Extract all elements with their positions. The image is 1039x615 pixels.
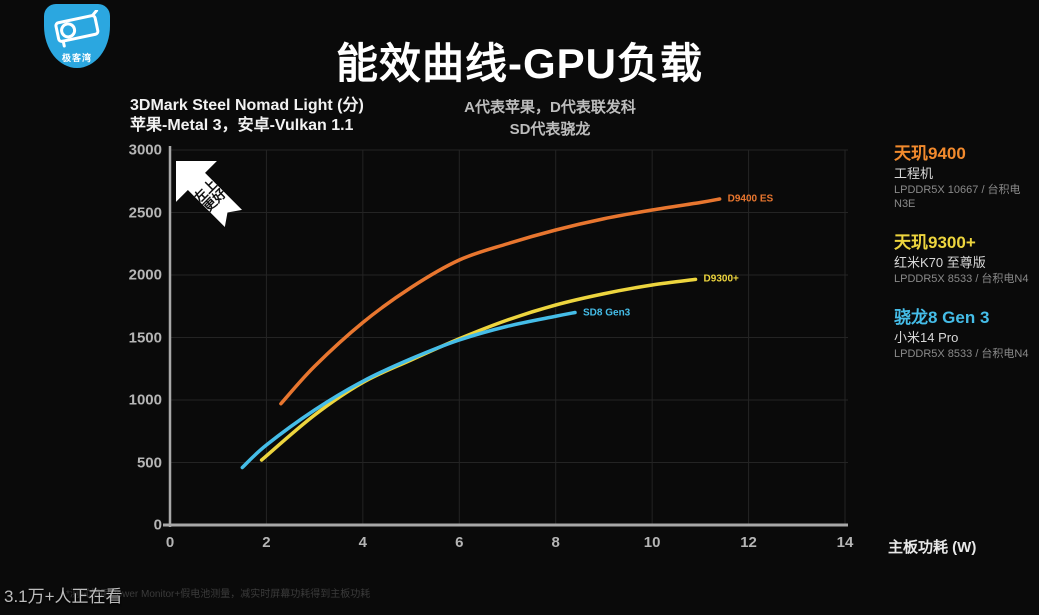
x-tick-label: 4 <box>358 534 368 551</box>
page-title: 能效曲线-GPU负载 <box>335 40 703 87</box>
abbreviation-note: A代表苹果，D代表联发科 SD代表骁龙 <box>340 97 760 141</box>
x-tick-label: 14 <box>836 534 854 551</box>
legend-spec: LPDDR5X 8533 / 台积电N4 <box>894 348 1029 360</box>
x-tick-label: 2 <box>262 534 271 551</box>
note-line2: SD代表骁龙 <box>509 121 591 138</box>
chip-legend: 天玑9400 工程机 LPDDR5X 10667 / 台积电N3E 天玑9300… <box>894 144 1034 383</box>
x-tick-label: 0 <box>165 534 175 551</box>
legend-spec: LPDDR5X 10667 / 台积电N3E <box>894 184 1021 210</box>
channel-logo-badge: 极客湾 <box>44 4 110 68</box>
x-tick-label: 8 <box>551 534 560 551</box>
legend-device: 小米14 Pro <box>894 330 959 345</box>
benchmark-subtitle: 3DMark Steel Nomad Light (分) 苹果-Metal 3，… <box>130 96 364 136</box>
y-tick-label: 1000 <box>128 391 162 409</box>
x-tick-label: 12 <box>740 534 757 551</box>
gpu-card-icon <box>51 4 103 53</box>
y-tick-label: 2500 <box>128 204 162 221</box>
benchmark-line1: 3DMark Steel Nomad Light (分) <box>130 97 364 114</box>
legend-item: 天玑9400 工程机 LPDDR5X 10667 / 台积电N3E <box>894 144 1034 211</box>
x-tick-label: 6 <box>455 534 464 551</box>
legend-device: 工程机 <box>894 166 934 181</box>
legend-chip: 天玑9300+ <box>894 233 976 252</box>
x-tick-label: 10 <box>643 534 661 551</box>
y-tick-label: 1500 <box>128 329 162 346</box>
note-line1: A代表苹果，D代表联发科 <box>464 99 636 116</box>
x-axis-title: 主板功耗 (W) <box>888 539 977 556</box>
legend-chip: 骁龙8 Gen 3 <box>894 308 990 327</box>
benchmark-line2: 苹果-Metal 3，安卓-Vulkan 1.1 <box>130 117 354 134</box>
y-tick-label: 2000 <box>128 266 162 284</box>
legend-item: 骁龙8 Gen 3 小米14 Pro LPDDR5X 8533 / 台积电N4 <box>894 308 1034 361</box>
viewer-count: 3.1万+人正在看 <box>4 587 123 606</box>
legend-chip: 天玑9400 <box>894 144 966 163</box>
measurement-footnote: *测试使用Power Monitor+假电池测量，减实时屏幕功耗得到主板功耗 <box>66 589 371 600</box>
legend-spec: LPDDR5X 8533 / 台积电N4 <box>894 273 1029 285</box>
legend-device: 红米K70 至尊版 <box>894 255 986 270</box>
legend-item: 天玑9300+ 红米K70 至尊版 LPDDR5X 8533 / 台积电N4 <box>894 233 1034 286</box>
y-tick-label: 3000 <box>128 141 162 159</box>
y-tick-label: 0 <box>153 516 162 534</box>
channel-logo-name: 极客湾 <box>61 53 92 63</box>
curve-label: SD8 Gen3 <box>583 307 631 318</box>
curve-label: D9400 ES <box>727 193 774 205</box>
curve-label: D9300+ <box>703 273 739 285</box>
y-tick-label: 500 <box>136 454 162 471</box>
